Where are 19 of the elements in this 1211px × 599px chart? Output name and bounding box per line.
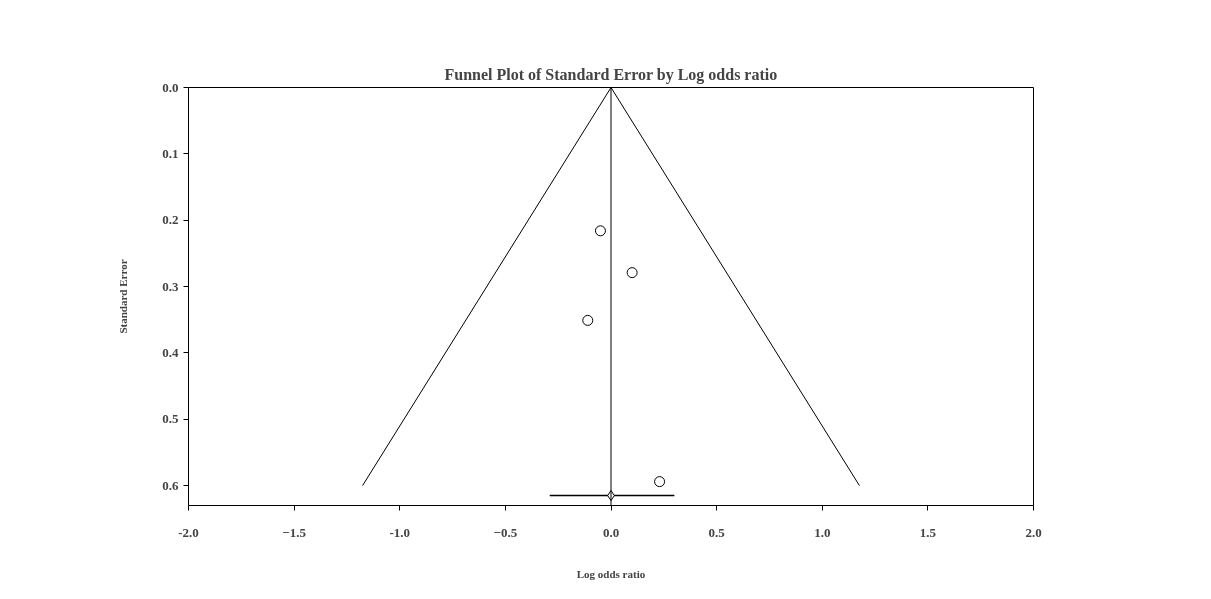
x-axis-title: Log odds ratio xyxy=(576,567,646,580)
x-tick-label: -2.0 xyxy=(178,524,199,540)
x-tick-label: 0.0 xyxy=(602,524,620,540)
y-tick-label: 0.5 xyxy=(162,411,179,427)
x-tick-label: -1.0 xyxy=(389,524,411,540)
x-tick-label: −1.5 xyxy=(282,524,307,540)
x-tick-label: 1.0 xyxy=(814,524,831,540)
x-tick-label: 2.0 xyxy=(1025,524,1042,540)
chart-title: Funnel Plot of Standard Error by Log odds ratio xyxy=(444,65,778,84)
x-tick-label: 1.5 xyxy=(919,524,937,540)
y-axis-title: Standard Error xyxy=(117,259,130,334)
y-tick-label: 0.1 xyxy=(162,145,179,161)
x-tick-label: 0.5 xyxy=(708,524,726,540)
y-tick-label: 0.3 xyxy=(162,278,179,294)
y-tick-label: 0.6 xyxy=(162,477,179,493)
y-tick-label: 0.4 xyxy=(162,344,179,360)
x-tick-label: −0.5 xyxy=(493,524,518,540)
y-tick-label: 0.2 xyxy=(162,212,179,228)
y-tick-label: 0.0 xyxy=(162,79,179,95)
